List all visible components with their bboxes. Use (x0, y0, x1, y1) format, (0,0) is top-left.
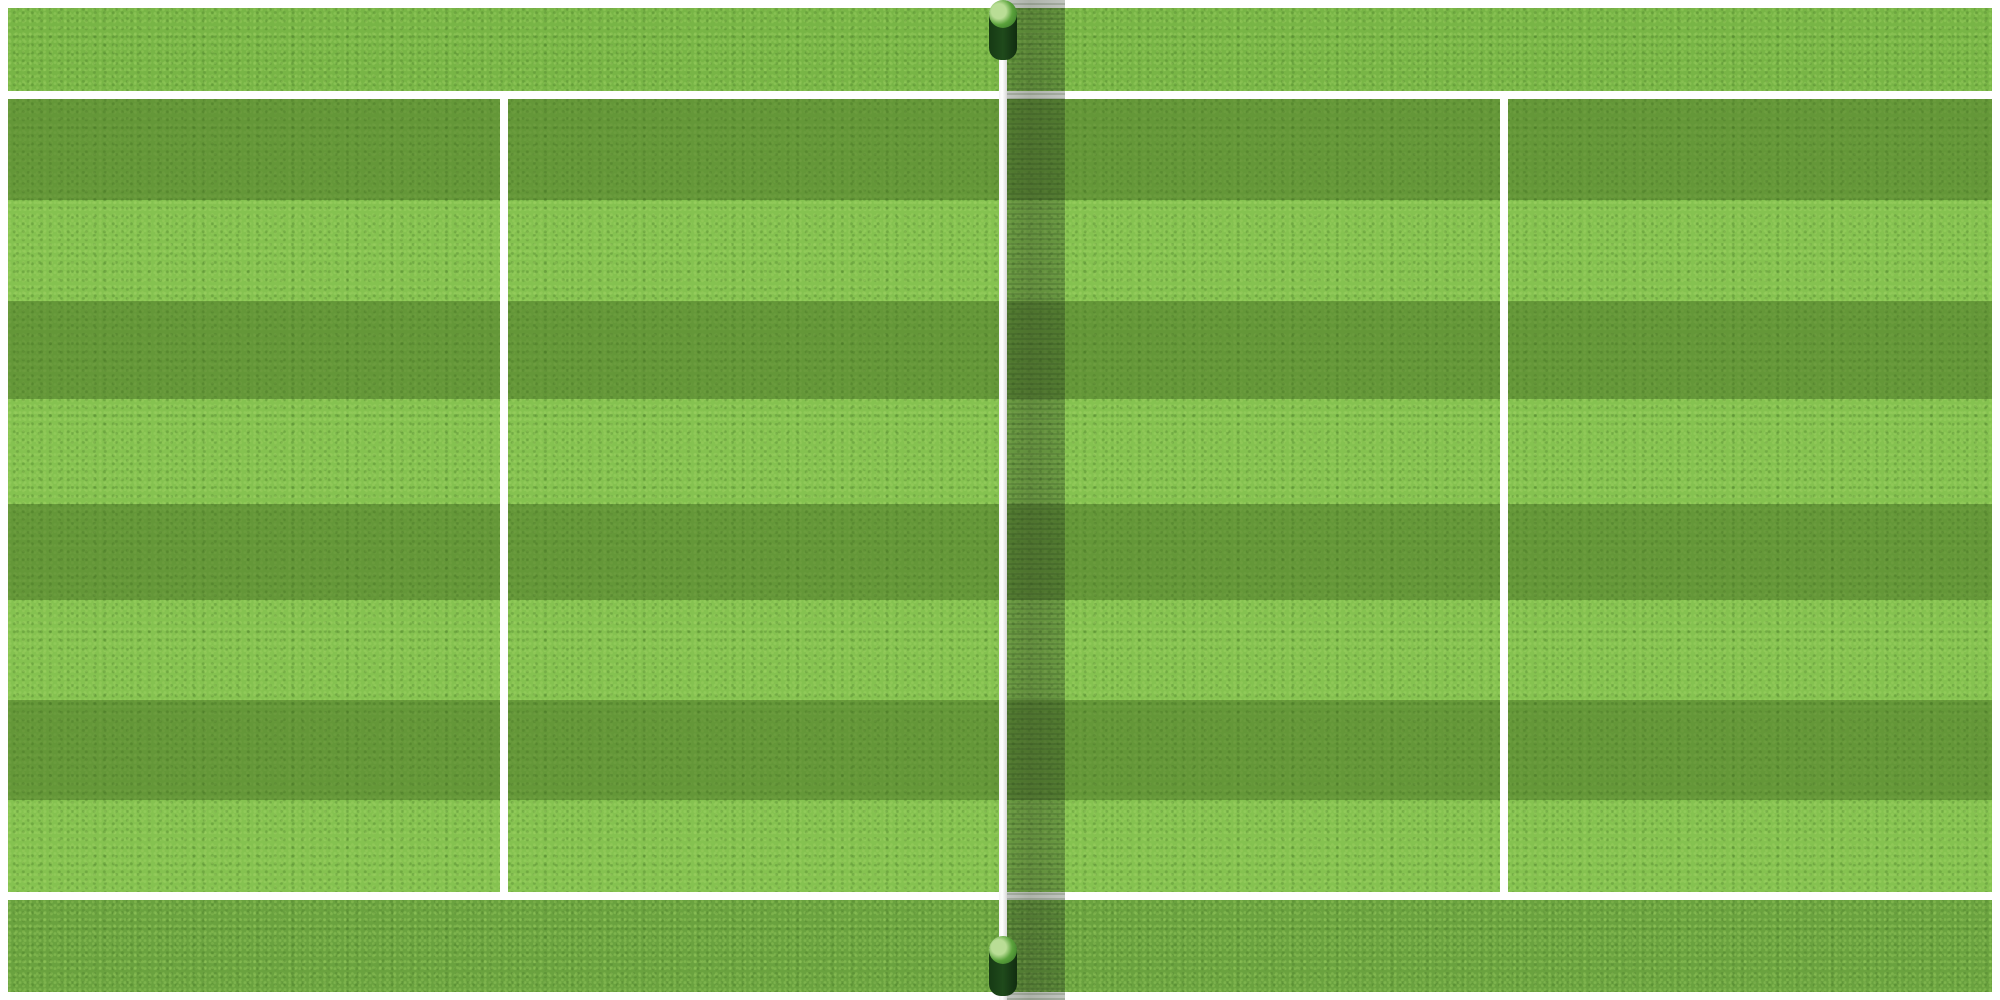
net (999, 0, 1007, 1000)
baseline-left (0, 0, 8, 1000)
service-line-right (1500, 95, 1508, 896)
baseline-right (1992, 0, 2000, 1000)
net-shadow (1007, 0, 1065, 1000)
net-post-bottom (989, 936, 1017, 996)
net-post-top (989, 0, 1017, 60)
service-line-left (500, 95, 508, 896)
